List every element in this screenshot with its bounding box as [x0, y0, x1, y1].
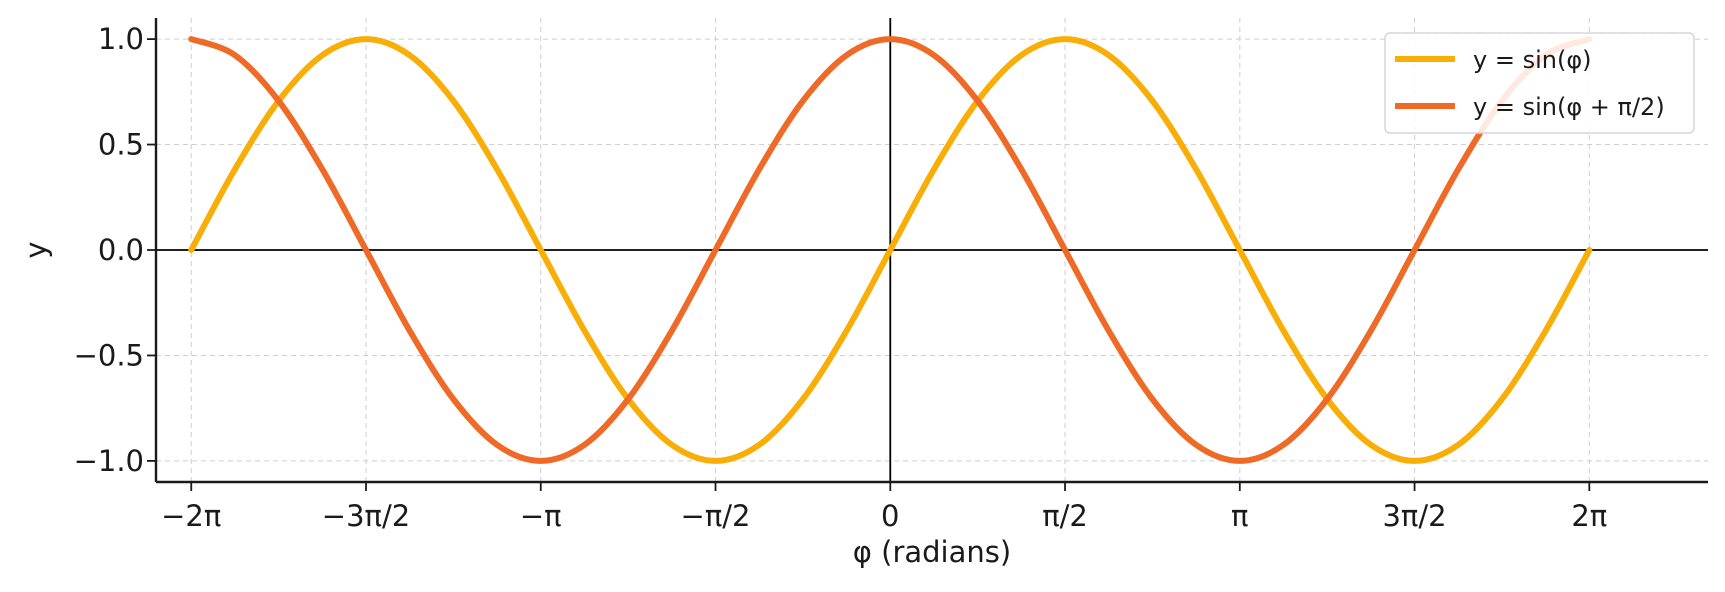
y-tick-label: 1.0: [98, 22, 144, 56]
x-ticks: −2π −3π/2 −π −π/2 0 π/2 π 3π/2 2π: [161, 482, 1607, 533]
y-tick-label: −1.0: [74, 444, 144, 478]
x-tick-label: 2π: [1571, 499, 1607, 533]
x-tick-label: 3π/2: [1382, 499, 1446, 533]
x-tick-label: −π/2: [681, 499, 751, 533]
x-tick-label: π: [1231, 499, 1248, 533]
series-lines: [188, 36, 1593, 464]
x-tick-label: −2π: [161, 499, 221, 533]
x-tick-label: π/2: [1042, 499, 1088, 533]
series-line-2: [188, 36, 1593, 464]
x-tick-label: −3π/2: [322, 499, 410, 533]
y-ticks: 1.0 0.5 0.0 −0.5 −1.0: [74, 22, 156, 478]
legend-label: y = sin(φ + π/2): [1473, 93, 1665, 121]
x-axis-label: φ (radians): [853, 535, 1011, 569]
y-tick-label: 0.0: [98, 233, 144, 267]
y-tick-label: 0.5: [98, 128, 144, 162]
x-tick-label: 0: [881, 499, 899, 533]
series-line-1: [188, 36, 1593, 464]
legend-label: y = sin(φ): [1473, 46, 1592, 74]
y-axis-label: y: [19, 241, 53, 258]
y-tick-label: −0.5: [74, 338, 144, 372]
x-tick-label: −π: [520, 499, 562, 533]
legend-box: [1384, 32, 1695, 134]
legend: y = sin(φ) y = sin(φ + π/2): [1384, 32, 1695, 134]
